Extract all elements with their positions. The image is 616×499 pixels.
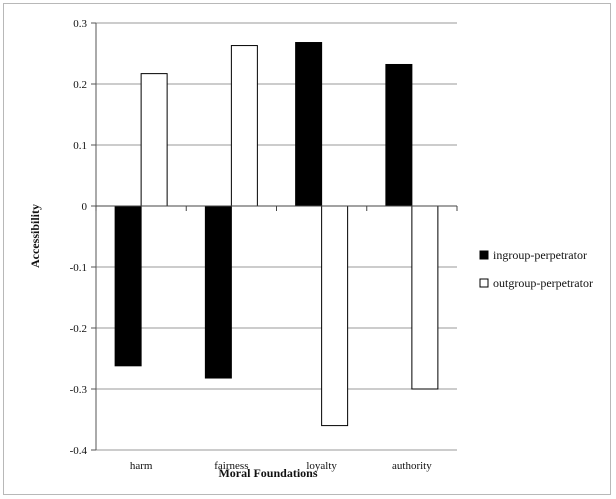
bar-ingroup-perpetrator-harm xyxy=(114,205,142,367)
x-tick-label-fairness: fairness xyxy=(214,460,248,472)
bar-ingroup-perpetrator-authority xyxy=(385,63,413,207)
legend-label-outgroup-perpetrator: outgroup-perpetrator xyxy=(493,276,593,290)
y-tick-label: 0.1 xyxy=(73,140,87,152)
legend: ingroup-perpetrator outgroup-perpetrator xyxy=(479,248,593,290)
legend-label-ingroup-perpetrator: ingroup-perpetrator xyxy=(493,248,587,262)
y-tick-label: 0.2 xyxy=(73,79,87,91)
y-axis-title: Accessibility xyxy=(28,204,42,268)
y-tick-label: 0.3 xyxy=(73,18,87,30)
y-tick-label: 0 xyxy=(82,201,88,213)
x-tick-label-authority: authority xyxy=(392,460,432,472)
bar-ingroup-perpetrator-loyalty xyxy=(295,42,323,207)
chart-figure: 0.3 0.2 0.1 0 -0.1 -0.2 -0.3 -0.4 harm fairness lo… xyxy=(3,3,611,495)
bar-outgroup-perpetrator-harm xyxy=(140,73,168,207)
y-tick-label: -0.2 xyxy=(70,323,87,335)
bar-outgroup-perpetrator-fairness xyxy=(230,45,258,207)
bar-outgroup-perpetrator-loyalty xyxy=(321,205,349,427)
x-axis-title: Moral Foundations xyxy=(218,466,317,480)
bar-outgroup-perpetrator-authority xyxy=(411,205,439,390)
x-tick-label-loyalty: loyalty xyxy=(306,460,337,472)
bar-chart: 0.3 0.2 0.1 0 -0.1 -0.2 -0.3 -0.4 harm fairness lo… xyxy=(28,18,593,480)
x-tick-label-harm: harm xyxy=(130,460,153,472)
bar-ingroup-perpetrator-fairness xyxy=(204,205,232,379)
y-tick-label: -0.3 xyxy=(70,384,88,396)
y-tick-label: -0.1 xyxy=(70,262,87,274)
legend-swatch-ingroup-perpetrator xyxy=(479,250,489,260)
legend-swatch-outgroup-perpetrator xyxy=(479,278,489,288)
y-tick-label: -0.4 xyxy=(70,445,88,457)
